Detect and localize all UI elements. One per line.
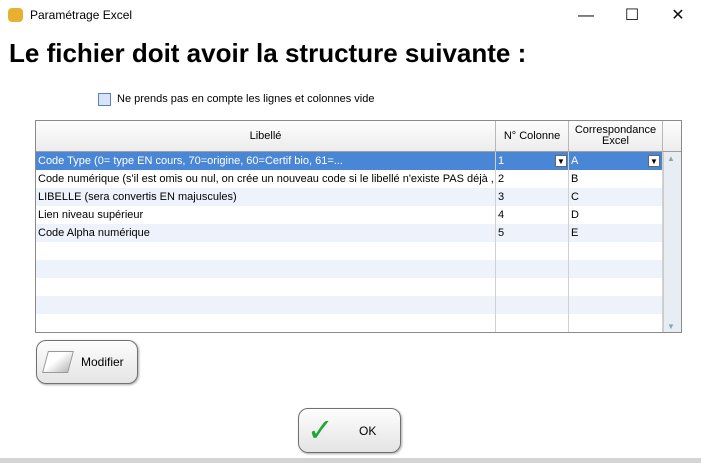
table-row[interactable]: Lien niveau supérieur 4 D — [36, 206, 663, 224]
table-cell[interactable]: B — [569, 170, 663, 188]
table-cell[interactable] — [36, 278, 496, 296]
table-cell[interactable]: 2 — [496, 170, 569, 188]
table-cell[interactable]: C — [569, 188, 663, 206]
table-cell[interactable]: LIBELLE (sera convertis EN majuscules) — [36, 188, 496, 206]
heading: Le fichier doit avoir la structure suiva… — [9, 38, 527, 68]
scroll-up[interactable]: ▲ — [667, 154, 675, 163]
table-cell[interactable]: D — [569, 206, 663, 224]
table-cell[interactable]: Code Alpha numérique — [36, 224, 496, 242]
app-icon — [8, 8, 23, 22]
table-cell[interactable]: 4 — [496, 206, 569, 224]
table-cell[interactable]: 3 — [496, 188, 569, 206]
table-row[interactable]: LIBELLE (sera convertis EN majuscules) 3 C — [36, 188, 663, 206]
title-bar: Paramétrage Excel — ☐ ✕ — [0, 0, 701, 31]
table-cell[interactable] — [569, 242, 663, 260]
table-cell[interactable]: Code Type (0= type EN cours, 70=origine,… — [36, 152, 496, 170]
table-cell[interactable] — [569, 314, 663, 332]
column-header[interactable]: Libellé — [36, 121, 496, 152]
table-cell[interactable] — [496, 278, 569, 296]
table-cell[interactable] — [496, 260, 569, 278]
column-settings[interactable] — [663, 121, 681, 152]
table-cell[interactable] — [496, 242, 569, 260]
scrollbar[interactable]: ▲ ▼ — [663, 152, 681, 332]
checkbox[interactable] — [98, 93, 111, 106]
table-row[interactable] — [36, 260, 663, 278]
table-row[interactable] — [36, 242, 663, 260]
check-icon: ✓ — [307, 412, 334, 448]
ok-label[interactable]: OK — [359, 424, 377, 438]
window-border — [0, 458, 701, 463]
table-cell[interactable] — [569, 296, 663, 314]
table-cell[interactable]: 1 — [496, 152, 569, 170]
table-cell[interactable]: E — [569, 224, 663, 242]
modify-label[interactable]: Modifier — [81, 355, 124, 369]
table-cell[interactable] — [36, 314, 496, 332]
table-cell[interactable] — [569, 278, 663, 296]
table-row[interactable] — [36, 278, 663, 296]
maximize-button[interactable]: ☐ — [624, 7, 640, 24]
column-header[interactable]: N° Colonne — [496, 121, 569, 152]
column-header[interactable]: Correspondance Excel — [569, 121, 663, 152]
table-row[interactable] — [36, 314, 663, 332]
table-row[interactable]: Code Type (0= type EN cours, 70=origine,… — [36, 152, 663, 170]
dropdown-arrow[interactable]: ▼ — [648, 155, 660, 167]
ok-button[interactable]: ✓ OK — [298, 408, 401, 453]
table-cell[interactable] — [36, 296, 496, 314]
edit-icon — [42, 351, 74, 373]
minimize-button[interactable]: — — [578, 7, 594, 24]
table: Libellé N° Colonne Correspondance Excel … — [35, 120, 682, 333]
dropdown-arrow[interactable]: ▼ — [555, 155, 567, 167]
table-cell[interactable]: A — [569, 152, 663, 170]
table-cell[interactable] — [569, 260, 663, 278]
table-row[interactable]: Code Alpha numérique 5 E — [36, 224, 663, 242]
modify-button[interactable]: Modifier — [36, 340, 138, 384]
table-cell[interactable] — [36, 242, 496, 260]
checkbox-label[interactable]: Ne prends pas en compte les lignes et co… — [117, 93, 375, 105]
table-row[interactable] — [36, 296, 663, 314]
table-row[interactable]: Code numérique (s'il est omis ou nul, on… — [36, 170, 663, 188]
table-cell[interactable]: Lien niveau supérieur — [36, 206, 496, 224]
table-cell[interactable] — [496, 296, 569, 314]
table-cell[interactable] — [36, 260, 496, 278]
window-title: Paramétrage Excel — [30, 8, 133, 22]
table-cell[interactable]: Code numérique (s'il est omis ou nul, on… — [36, 170, 496, 188]
close-button[interactable]: ✕ — [671, 7, 685, 24]
scroll-down[interactable]: ▼ — [667, 322, 675, 331]
table-cell[interactable] — [496, 314, 569, 332]
table-cell[interactable]: 5 — [496, 224, 569, 242]
